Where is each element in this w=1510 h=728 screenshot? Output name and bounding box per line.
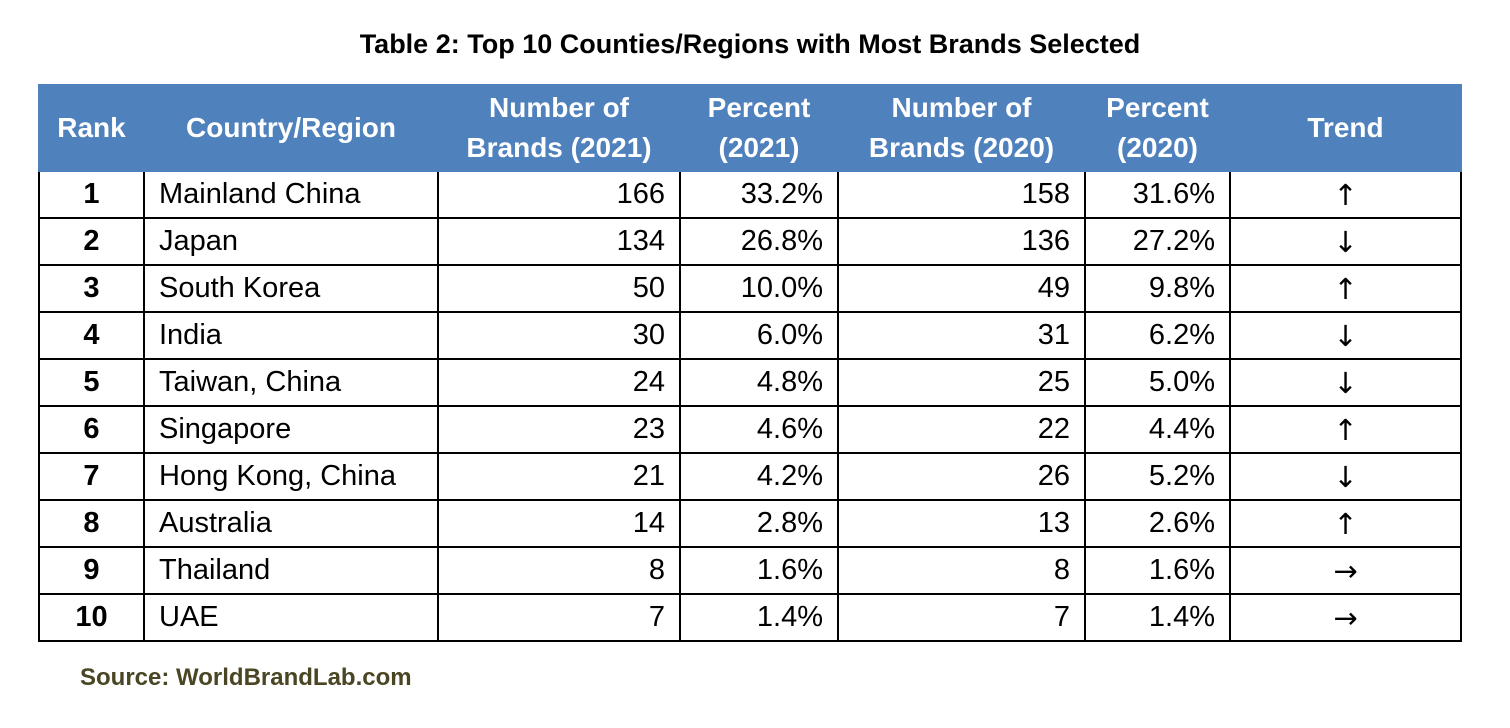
rank-cell: 1 bbox=[38, 170, 145, 219]
arrow-down-icon: ↓ bbox=[1229, 452, 1462, 501]
table-row: 4 India 30 6.0% 31 6.2% ↓ bbox=[38, 311, 1462, 360]
percent-2021-cell: 4.8% bbox=[679, 358, 839, 407]
brands-table: Rank Country/Region Number of Brands (202… bbox=[38, 84, 1462, 642]
percent-2020-cell: 1.4% bbox=[1084, 593, 1231, 642]
brands-2020-cell: 13 bbox=[837, 499, 1086, 548]
country-cell: Thailand bbox=[143, 546, 439, 595]
brands-2021-cell: 166 bbox=[437, 170, 681, 219]
percent-2020-cell: 4.4% bbox=[1084, 405, 1231, 454]
brands-2020-cell: 49 bbox=[837, 264, 1086, 313]
brands-2021-cell: 8 bbox=[437, 546, 681, 595]
country-cell: Australia bbox=[143, 499, 439, 548]
percent-2020-cell: 27.2% bbox=[1084, 217, 1231, 266]
rank-cell: 4 bbox=[38, 311, 145, 360]
country-cell: Hong Kong, China bbox=[143, 452, 439, 501]
percent-2021-cell: 10.0% bbox=[679, 264, 839, 313]
table-row: 1 Mainland China 166 33.2% 158 31.6% ↑ bbox=[38, 170, 1462, 219]
header-country: Country/Region bbox=[143, 84, 439, 172]
country-cell: Japan bbox=[143, 217, 439, 266]
brands-2020-cell: 136 bbox=[837, 217, 1086, 266]
header-rank: Rank bbox=[38, 84, 145, 172]
brands-2020-cell: 7 bbox=[837, 593, 1086, 642]
brands-2021-cell: 23 bbox=[437, 405, 681, 454]
brands-2020-cell: 8 bbox=[837, 546, 1086, 595]
table-title: Table 2: Top 10 Counties/Regions with Mo… bbox=[359, 29, 1141, 59]
brands-2021-cell: 14 bbox=[437, 499, 681, 548]
country-cell: Taiwan, China bbox=[143, 358, 439, 407]
arrow-up-icon: ↑ bbox=[1229, 170, 1462, 219]
percent-2020-cell: 1.6% bbox=[1084, 546, 1231, 595]
percent-2020-cell: 5.0% bbox=[1084, 358, 1231, 407]
arrow-down-icon: ↓ bbox=[1229, 311, 1462, 360]
percent-2020-cell: 5.2% bbox=[1084, 452, 1231, 501]
country-cell: South Korea bbox=[143, 264, 439, 313]
rank-cell: 8 bbox=[38, 499, 145, 548]
table-row: 10 UAE 7 1.4% 7 1.4% → bbox=[38, 593, 1462, 642]
arrow-up-icon: ↑ bbox=[1229, 405, 1462, 454]
arrow-up-icon: ↑ bbox=[1229, 499, 1462, 548]
rank-cell: 6 bbox=[38, 405, 145, 454]
percent-2021-cell: 1.6% bbox=[679, 546, 839, 595]
rank-cell: 2 bbox=[38, 217, 145, 266]
percent-2021-cell: 33.2% bbox=[679, 170, 839, 219]
table-row: 3 South Korea 50 10.0% 49 9.8% ↑ bbox=[38, 264, 1462, 313]
rank-cell: 9 bbox=[38, 546, 145, 595]
arrow-down-icon: ↓ bbox=[1229, 217, 1462, 266]
percent-2020-cell: 6.2% bbox=[1084, 311, 1231, 360]
brands-2021-cell: 24 bbox=[437, 358, 681, 407]
brands-2021-cell: 7 bbox=[437, 593, 681, 642]
country-cell: India bbox=[143, 311, 439, 360]
brands-2020-cell: 22 bbox=[837, 405, 1086, 454]
brands-2020-cell: 31 bbox=[837, 311, 1086, 360]
brands-2020-cell: 25 bbox=[837, 358, 1086, 407]
header-trend: Trend bbox=[1229, 84, 1462, 172]
arrow-up-icon: ↑ bbox=[1229, 264, 1462, 313]
percent-2021-cell: 4.2% bbox=[679, 452, 839, 501]
percent-2020-cell: 9.8% bbox=[1084, 264, 1231, 313]
brands-2021-cell: 50 bbox=[437, 264, 681, 313]
percent-2021-cell: 2.8% bbox=[679, 499, 839, 548]
brands-2021-cell: 21 bbox=[437, 452, 681, 501]
percent-2020-cell: 31.6% bbox=[1084, 170, 1231, 219]
header-percent-2020: Percent (2020) bbox=[1084, 84, 1231, 172]
percent-2021-cell: 1.4% bbox=[679, 593, 839, 642]
header-row: Rank Country/Region Number of Brands (202… bbox=[38, 84, 1462, 172]
rank-cell: 10 bbox=[38, 593, 145, 642]
header-brands-2021: Number of Brands (2021) bbox=[437, 84, 681, 172]
header-brands-2020: Number of Brands (2020) bbox=[837, 84, 1086, 172]
table-row: 7 Hong Kong, China 21 4.2% 26 5.2% ↓ bbox=[38, 452, 1462, 501]
country-cell: Mainland China bbox=[143, 170, 439, 219]
brands-2020-cell: 26 bbox=[837, 452, 1086, 501]
brands-2021-cell: 30 bbox=[437, 311, 681, 360]
rank-cell: 3 bbox=[38, 264, 145, 313]
table-row: 6 Singapore 23 4.6% 22 4.4% ↑ bbox=[38, 405, 1462, 454]
table-row: 2 Japan 134 26.8% 136 27.2% ↓ bbox=[38, 217, 1462, 266]
table-row: 9 Thailand 8 1.6% 8 1.6% → bbox=[38, 546, 1462, 595]
brands-2020-cell: 158 bbox=[837, 170, 1086, 219]
table-row: 5 Taiwan, China 24 4.8% 25 5.0% ↓ bbox=[38, 358, 1462, 407]
percent-2021-cell: 26.8% bbox=[679, 217, 839, 266]
source-note: Source: WorldBrandLab.com bbox=[80, 664, 412, 691]
country-cell: UAE bbox=[143, 593, 439, 642]
percent-2021-cell: 6.0% bbox=[679, 311, 839, 360]
arrow-right-icon: → bbox=[1229, 593, 1462, 642]
arrow-right-icon: → bbox=[1229, 546, 1462, 595]
brands-2021-cell: 134 bbox=[437, 217, 681, 266]
arrow-down-icon: ↓ bbox=[1229, 358, 1462, 407]
table-row: 8 Australia 14 2.8% 13 2.6% ↑ bbox=[38, 499, 1462, 548]
rank-cell: 7 bbox=[38, 452, 145, 501]
percent-2020-cell: 2.6% bbox=[1084, 499, 1231, 548]
country-cell: Singapore bbox=[143, 405, 439, 454]
header-percent-2021: Percent (2021) bbox=[679, 84, 839, 172]
rank-cell: 5 bbox=[38, 358, 145, 407]
percent-2021-cell: 4.6% bbox=[679, 405, 839, 454]
